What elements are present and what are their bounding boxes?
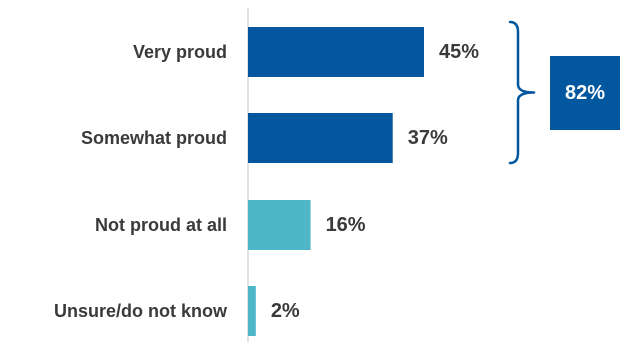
category-labels: Very proud Somewhat proud Not proud at all…	[54, 42, 228, 321]
category-label: Not proud at all	[95, 215, 227, 235]
bar	[248, 200, 311, 250]
group-total-label: 82%	[565, 82, 605, 104]
data-label: 45%	[439, 41, 479, 63]
category-label: Somewhat proud	[81, 128, 227, 148]
group-bracket	[508, 20, 536, 165]
category-label: Very proud	[133, 42, 227, 62]
bar	[248, 286, 256, 336]
category-label: Unsure/do not know	[54, 301, 228, 321]
bar	[248, 113, 393, 163]
data-label: 2%	[271, 300, 300, 322]
value-labels: 45% 37% 16% 2%	[271, 41, 479, 322]
group-total-box	[550, 56, 620, 130]
data-label: 16%	[326, 214, 366, 236]
bar	[248, 27, 424, 77]
bars	[248, 27, 424, 336]
data-label: 37%	[408, 127, 448, 149]
